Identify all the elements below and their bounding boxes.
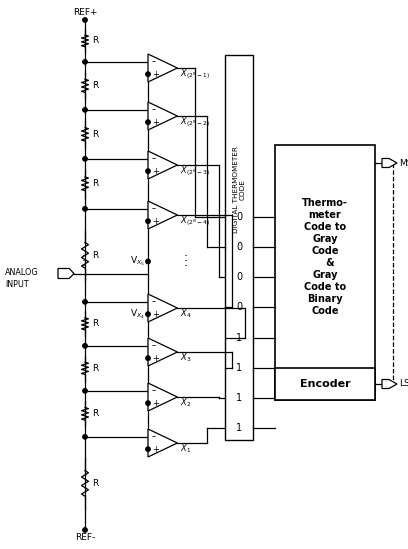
- Circle shape: [146, 356, 150, 360]
- Text: R: R: [92, 410, 98, 418]
- Text: 0: 0: [236, 272, 242, 282]
- Text: $X_{(2^N-4)}$: $X_{(2^N-4)}$: [180, 214, 211, 228]
- Text: +: +: [152, 167, 159, 176]
- Text: Encoder: Encoder: [300, 379, 350, 389]
- Circle shape: [146, 401, 150, 405]
- Text: –: –: [152, 341, 156, 350]
- Text: –: –: [152, 298, 156, 306]
- Circle shape: [146, 259, 150, 264]
- Text: ANALOG
INPUT: ANALOG INPUT: [5, 268, 39, 289]
- Text: R: R: [92, 180, 98, 188]
- Circle shape: [83, 108, 87, 112]
- Text: R: R: [92, 320, 98, 328]
- Text: –: –: [152, 204, 156, 214]
- Text: –: –: [152, 57, 156, 66]
- Text: 1: 1: [236, 333, 242, 343]
- Circle shape: [146, 169, 150, 173]
- Circle shape: [146, 312, 150, 316]
- Text: –: –: [152, 386, 156, 395]
- Text: REF-: REF-: [75, 533, 95, 542]
- Polygon shape: [148, 429, 177, 457]
- Text: 0: 0: [236, 302, 242, 312]
- Text: +: +: [152, 445, 159, 453]
- Polygon shape: [148, 102, 177, 130]
- Circle shape: [83, 18, 87, 22]
- Circle shape: [83, 60, 87, 64]
- Text: ·: ·: [82, 260, 86, 273]
- Circle shape: [83, 300, 87, 304]
- Text: ·: ·: [184, 260, 187, 273]
- Polygon shape: [382, 379, 397, 389]
- Circle shape: [83, 344, 87, 348]
- Text: $X_4$: $X_4$: [180, 308, 192, 321]
- Text: ·: ·: [184, 250, 187, 263]
- Polygon shape: [148, 54, 177, 82]
- Text: 1: 1: [236, 363, 242, 373]
- Text: +: +: [152, 354, 159, 363]
- Text: +: +: [152, 310, 159, 318]
- Polygon shape: [58, 268, 74, 278]
- Polygon shape: [382, 159, 397, 167]
- Text: +: +: [152, 399, 159, 408]
- Text: R: R: [92, 130, 98, 139]
- Text: 0: 0: [236, 212, 242, 222]
- Circle shape: [83, 528, 87, 532]
- Text: +: +: [152, 70, 159, 79]
- Text: LSB: LSB: [399, 379, 408, 389]
- Bar: [275, 145, 375, 400]
- Polygon shape: [148, 201, 177, 229]
- Bar: [275, 368, 375, 400]
- Circle shape: [146, 447, 150, 451]
- Text: ·: ·: [82, 255, 86, 268]
- Bar: [225, 55, 253, 440]
- Text: +: +: [152, 217, 159, 226]
- Text: 0: 0: [236, 242, 242, 252]
- Text: –: –: [152, 154, 156, 164]
- Text: R: R: [92, 36, 98, 46]
- Text: V$_{X_4}$: V$_{X_4}$: [130, 307, 145, 321]
- Text: MSB: MSB: [399, 159, 408, 167]
- Text: +: +: [152, 117, 159, 127]
- Text: –: –: [152, 433, 156, 441]
- Circle shape: [146, 72, 150, 76]
- Circle shape: [83, 156, 87, 161]
- Polygon shape: [148, 383, 177, 411]
- Text: –: –: [152, 105, 156, 114]
- Text: R: R: [92, 251, 98, 260]
- Text: R: R: [92, 364, 98, 373]
- Circle shape: [83, 206, 87, 211]
- Text: ·: ·: [82, 250, 86, 263]
- Text: V$_{X_5}$: V$_{X_5}$: [130, 255, 145, 268]
- Polygon shape: [148, 294, 177, 322]
- Polygon shape: [148, 338, 177, 366]
- Circle shape: [146, 120, 150, 125]
- Text: Thermo-
meter
Code to
Gray
Code
   &
Gray
Code to
Binary
Code: Thermo- meter Code to Gray Code & Gray C…: [302, 198, 348, 316]
- Polygon shape: [148, 151, 177, 179]
- Text: $X_1$: $X_1$: [180, 443, 192, 456]
- Circle shape: [146, 219, 150, 223]
- Text: 1: 1: [236, 393, 242, 403]
- Circle shape: [83, 389, 87, 393]
- Text: DIGITAL THERMOMETER
CODE: DIGITAL THERMOMETER CODE: [233, 147, 246, 233]
- Circle shape: [83, 435, 87, 439]
- Text: REF+: REF+: [73, 8, 97, 17]
- Text: 1: 1: [236, 423, 242, 434]
- Text: $X_2$: $X_2$: [180, 397, 192, 410]
- Text: $X_{(2^N-3)}$: $X_{(2^N-3)}$: [180, 164, 211, 178]
- Text: $X_{(2^N-1)}$: $X_{(2^N-1)}$: [180, 68, 211, 81]
- Text: R: R: [92, 479, 98, 488]
- Text: $X_{(2^N-2)}$: $X_{(2^N-2)}$: [180, 115, 211, 129]
- Text: ·: ·: [184, 255, 187, 268]
- Text: $X_3$: $X_3$: [180, 352, 192, 365]
- Text: R: R: [92, 81, 98, 91]
